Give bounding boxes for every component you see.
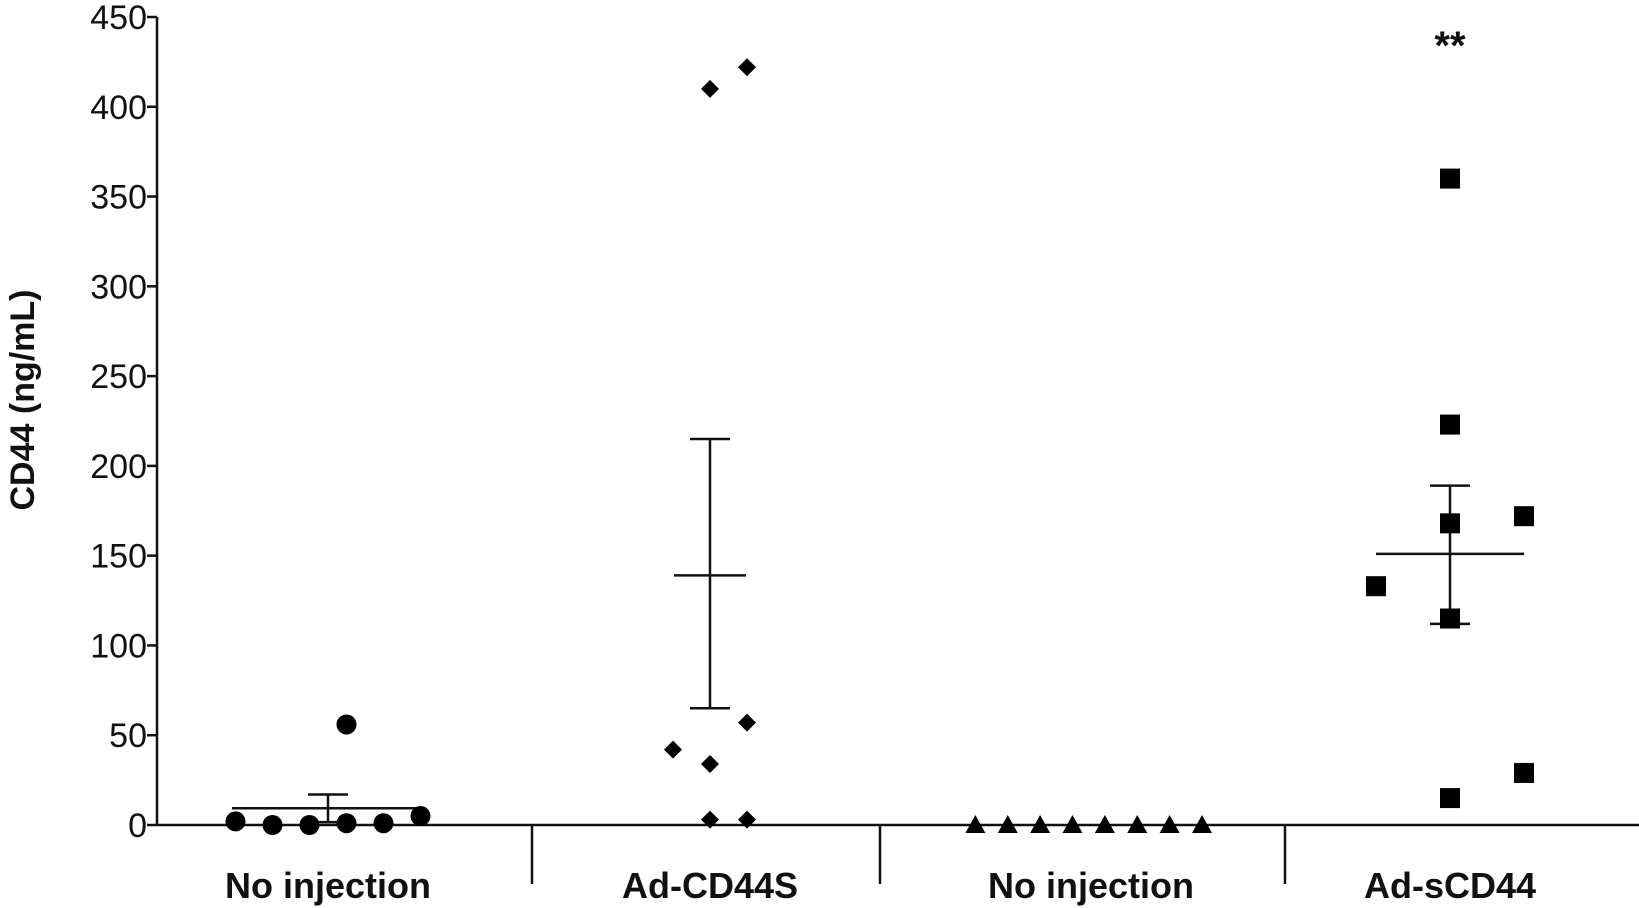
annotations: ** [1434, 24, 1466, 68]
error-bars [232, 437, 1524, 824]
point-3-6 [1127, 815, 1148, 833]
point-1-7 [410, 806, 431, 827]
point-3-4 [1062, 815, 1083, 833]
point-4-4 [1440, 513, 1460, 534]
point-3-8 [1192, 815, 1212, 833]
y-tick-label-400: 400 [90, 89, 147, 127]
y-tick-label-350: 350 [90, 179, 147, 217]
point-2-6 [738, 713, 756, 732]
point-2-7 [738, 810, 756, 829]
y-tick-label-200: 200 [90, 448, 147, 486]
point-3-1 [965, 815, 986, 833]
point-4-8 [1514, 762, 1534, 783]
category-label-1: No injection [225, 865, 431, 906]
point-1-1 [225, 811, 246, 832]
y-tick-label-250: 250 [90, 358, 147, 396]
point-3-2 [997, 815, 1018, 833]
y-tick-label-100: 100 [90, 627, 147, 665]
point-4-3 [1440, 414, 1460, 435]
significance-annotation-1: ** [1434, 24, 1466, 68]
point-2-4 [701, 810, 719, 829]
data-points [225, 58, 1534, 835]
point-4-5 [1440, 608, 1460, 629]
point-2-2 [701, 79, 719, 98]
point-1-6 [373, 813, 394, 834]
point-1-4 [336, 714, 357, 735]
category-labels: No injection Ad-CD44S No injection Ad-sCD44 [225, 865, 1536, 906]
y-tick-label-0: 0 [128, 807, 147, 845]
point-3-3 [1030, 815, 1051, 833]
point-1-3 [299, 815, 320, 835]
point-1-5 [336, 813, 357, 834]
y-tick-label-300: 300 [90, 268, 147, 306]
category-label-2: Ad-CD44S [622, 865, 798, 906]
x-axis [157, 823, 1639, 884]
category-label-4: Ad-sCD44 [1364, 865, 1536, 906]
point-3-7 [1159, 815, 1180, 833]
point-2-5 [738, 58, 756, 77]
point-4-7 [1514, 506, 1534, 527]
point-3-5 [1094, 815, 1115, 833]
y-tick-label-150: 150 [90, 538, 147, 576]
point-4-6 [1440, 788, 1460, 809]
y-tick-label-50: 50 [109, 717, 147, 755]
category-label-3: No injection [988, 865, 1194, 906]
point-4-2 [1440, 168, 1460, 189]
point-2-1 [664, 740, 682, 759]
point-2-3 [701, 754, 719, 773]
y-tick-labels: 0 50 100 150 200 250 300 350 400 450 [90, 0, 157, 845]
point-4-1 [1366, 576, 1386, 597]
y-axis-title: CD44 (ng/mL) [4, 290, 42, 511]
point-1-2 [262, 815, 283, 835]
y-tick-label-450: 450 [90, 0, 147, 37]
